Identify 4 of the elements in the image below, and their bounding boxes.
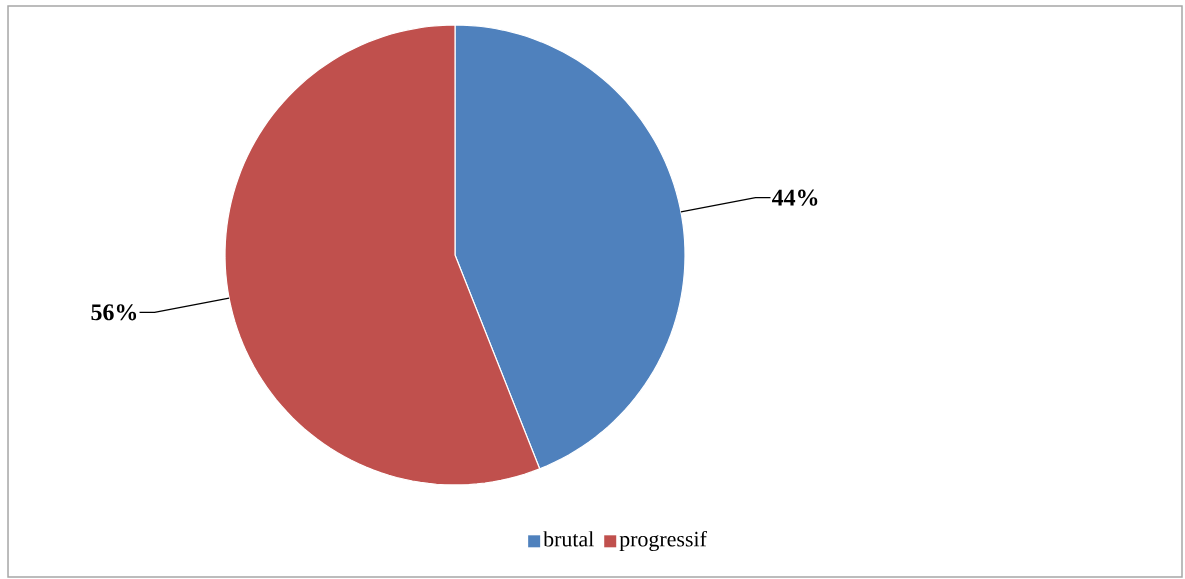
legend-label: brutal <box>543 531 594 547</box>
data-label: 56% <box>91 304 137 321</box>
data-label: 44% <box>772 189 818 206</box>
legend-label: progressif <box>619 530 707 552</box>
